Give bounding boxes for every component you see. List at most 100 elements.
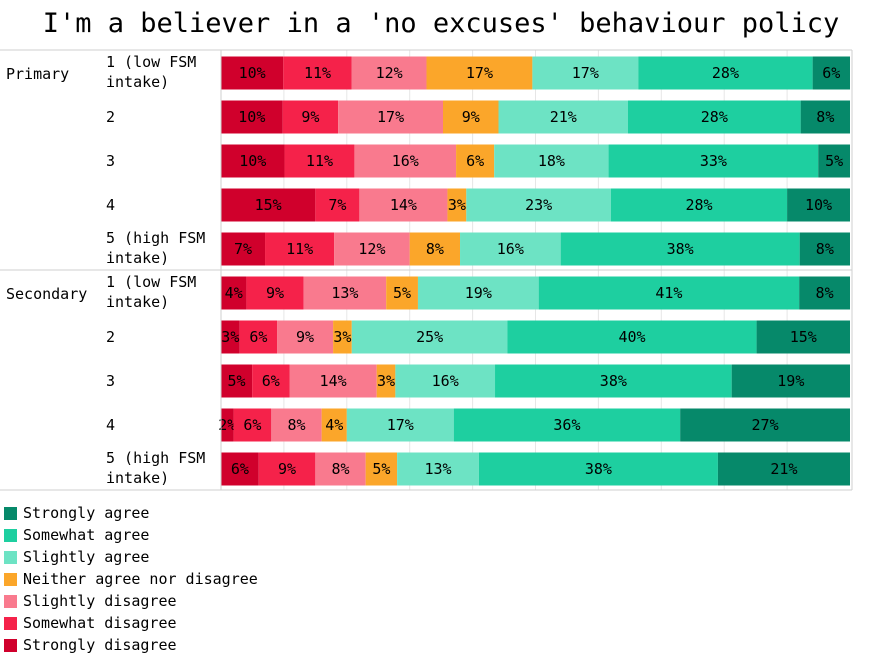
data-label: 10% [239, 152, 266, 170]
legend-item: Strongly agree [4, 502, 258, 524]
data-label: 13% [424, 460, 451, 478]
bar-segment-strongly-agree [717, 452, 850, 486]
legend-swatch [4, 528, 17, 542]
data-label: 8% [816, 284, 834, 302]
row-label: 2 [106, 328, 115, 346]
legend-swatch [4, 572, 17, 586]
data-label: 17% [377, 108, 404, 126]
data-label: 6% [466, 152, 484, 170]
bar-segment-strongly-agree [731, 364, 850, 398]
bar-segment-neither-agree-nor-disagree [333, 320, 352, 354]
bar-segment-somewhat-agree [538, 276, 800, 310]
bar-segment-slightly-disagree [338, 100, 443, 134]
bar-segment-somewhat-disagree [283, 56, 352, 90]
data-label: 38% [600, 372, 627, 390]
bar-segment-somewhat-disagree [246, 276, 304, 310]
data-label: 4% [225, 284, 243, 302]
legend-item: Somewhat agree [4, 524, 258, 546]
bar-segment-strongly-disagree [221, 232, 266, 266]
data-label: 21% [770, 460, 797, 478]
legend-item: Strongly disagree [4, 634, 258, 656]
bar-segment-strongly-agree [680, 408, 850, 442]
bar-segment-neither-agree-nor-disagree [365, 452, 398, 486]
data-label: 3% [448, 196, 466, 214]
data-label: 27% [752, 416, 779, 434]
bar-segment-strongly-agree [800, 100, 850, 134]
data-label: 16% [392, 152, 419, 170]
legend-label: Somewhat disagree [23, 614, 177, 632]
data-label: 8% [426, 240, 444, 258]
data-label: 15% [255, 196, 282, 214]
data-label: 9% [278, 460, 296, 478]
data-label: 5% [228, 372, 246, 390]
bar-segment-neither-agree-nor-disagree [426, 56, 533, 90]
data-label: 38% [585, 460, 612, 478]
data-label: 19% [777, 372, 804, 390]
data-label: 11% [304, 64, 331, 82]
legend-label: Strongly disagree [23, 636, 177, 654]
bar-segment-somewhat-disagree [284, 144, 355, 178]
data-label: 16% [497, 240, 524, 258]
bar-segment-strongly-disagree [221, 364, 253, 398]
bar-segment-strongly-disagree [221, 144, 285, 178]
data-label: 21% [550, 108, 577, 126]
data-label: 6% [262, 372, 280, 390]
bar-segment-somewhat-agree [495, 364, 732, 398]
stacked-bar-chart: Primary 1 (low FSM intake) 10% 11% 12% 17% 17% 2… [0, 49, 853, 491]
bar-segment-neither-agree-nor-disagree [376, 364, 396, 398]
data-label: 33% [700, 152, 727, 170]
row-label: 3 [106, 372, 115, 390]
bar-segment-slightly-agree [532, 56, 639, 90]
bar-segment-strongly-disagree [221, 320, 240, 354]
data-label: 8% [816, 108, 834, 126]
legend-item: Slightly agree [4, 546, 258, 568]
data-label: 10% [805, 196, 832, 214]
data-label: 9% [266, 284, 284, 302]
bar-segment-somewhat-agree [628, 100, 801, 134]
data-label: 9% [301, 108, 319, 126]
data-label: 6% [249, 328, 267, 346]
data-label: 3% [221, 328, 239, 346]
bar-segment-slightly-disagree [351, 56, 427, 90]
bar-segment-slightly-disagree [359, 188, 448, 222]
row-label: 5 (high FSM intake) [106, 229, 205, 267]
data-label: 6% [822, 64, 840, 82]
data-label: 36% [553, 416, 580, 434]
bar-segment-somewhat-disagree [282, 100, 339, 134]
legend-swatch [4, 616, 17, 630]
data-label: 17% [466, 64, 493, 82]
data-label: 3% [377, 372, 395, 390]
bar-segment-neither-agree-nor-disagree [456, 144, 495, 178]
data-label: 28% [701, 108, 728, 126]
bar-segment-slightly-agree [397, 452, 479, 486]
bar-segment-neither-agree-nor-disagree [321, 408, 347, 442]
row-label: 4 [106, 196, 115, 214]
bar-segment-strongly-disagree [221, 188, 316, 222]
bar-segment-somewhat-agree [478, 452, 718, 486]
data-label: 10% [238, 108, 265, 126]
row-label: 4 [106, 416, 115, 434]
chart-title: I'm a believer in a 'no excuses' behavio… [42, 8, 840, 39]
bar-segment-slightly-agree [498, 100, 628, 134]
bar-segment-somewhat-agree [507, 320, 757, 354]
data-label: 15% [790, 328, 817, 346]
bar-segment-somewhat-disagree [239, 320, 278, 354]
bar-segment-slightly-disagree [303, 276, 387, 310]
data-label: 3% [333, 328, 351, 346]
bar-segment-strongly-agree [812, 56, 850, 90]
data-label: 7% [328, 196, 346, 214]
group-label: Secondary [6, 285, 87, 303]
data-label: 40% [618, 328, 645, 346]
bar-segment-strongly-disagree [221, 452, 259, 486]
data-label: 8% [816, 240, 834, 258]
bar-segment-slightly-disagree [334, 232, 410, 266]
data-label: 2% [218, 416, 236, 434]
bar-segment-strongly-agree [787, 188, 850, 222]
data-label: 6% [243, 416, 261, 434]
bar-segment-somewhat-disagree [265, 232, 335, 266]
bar-segment-slightly-disagree [289, 364, 377, 398]
data-label: 9% [296, 328, 314, 346]
row-label: 1 (low FSM intake) [106, 273, 196, 311]
bar-segment-slightly-disagree [354, 144, 457, 178]
data-label: 16% [432, 372, 459, 390]
